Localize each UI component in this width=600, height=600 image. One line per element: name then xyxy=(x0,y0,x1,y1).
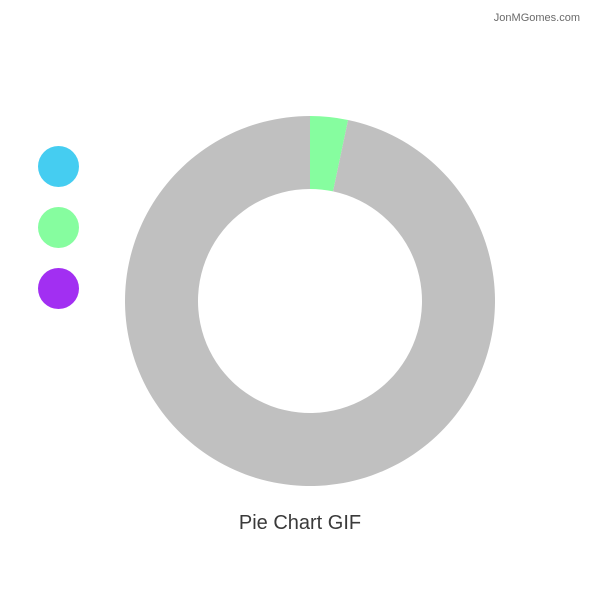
legend xyxy=(38,146,79,309)
watermark: JonMGomes.com xyxy=(493,12,580,24)
chart-title: Pie Chart GIF xyxy=(238,512,362,534)
donut-slice-1 xyxy=(310,116,349,192)
legend-swatch-3 xyxy=(38,268,79,309)
donut-slice-2 xyxy=(124,116,496,486)
legend-swatch-1 xyxy=(38,146,79,187)
legend-swatch-2 xyxy=(38,207,79,248)
